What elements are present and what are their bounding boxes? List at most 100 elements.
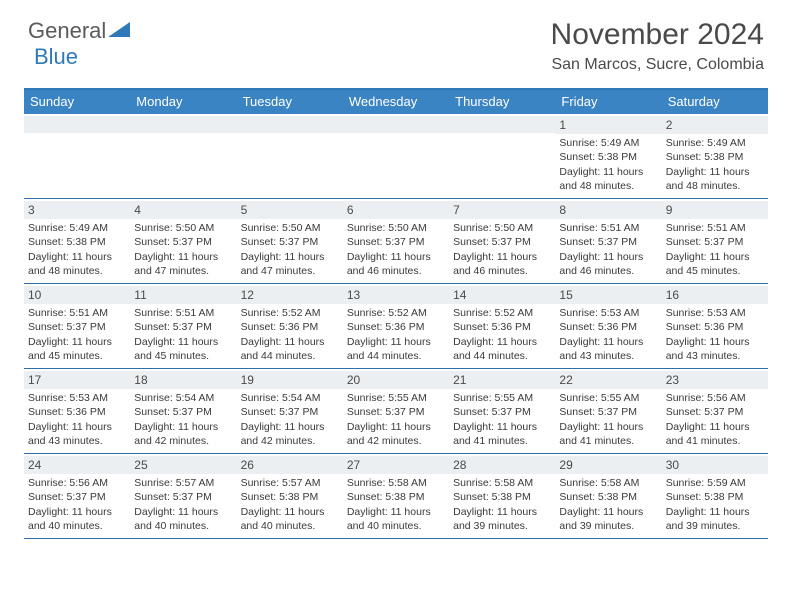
sunset-text: Sunset: 5:37 PM [28,490,126,504]
sunrise-text: Sunrise: 5:51 AM [134,306,232,320]
sunrise-text: Sunrise: 5:56 AM [28,476,126,490]
daylight-text: Daylight: 11 hours and 48 minutes. [559,165,657,193]
sunset-text: Sunset: 5:36 PM [241,320,339,334]
day-number: 25 [130,456,236,474]
daylight-text: Daylight: 11 hours and 44 minutes. [347,335,445,363]
sunrise-text: Sunrise: 5:57 AM [241,476,339,490]
daylight-text: Daylight: 11 hours and 43 minutes. [666,335,764,363]
daylight-text: Daylight: 11 hours and 39 minutes. [453,505,551,533]
sunrise-text: Sunrise: 5:58 AM [347,476,445,490]
day-number: 20 [343,371,449,389]
day-cell: 25Sunrise: 5:57 AMSunset: 5:37 PMDayligh… [130,454,236,538]
sunrise-text: Sunrise: 5:51 AM [666,221,764,235]
sunrise-text: Sunrise: 5:52 AM [347,306,445,320]
day-number: 8 [555,201,661,219]
day-cell [24,114,130,198]
day-number: 6 [343,201,449,219]
daylight-text: Daylight: 11 hours and 42 minutes. [347,420,445,448]
day-number: 1 [555,116,661,134]
sunset-text: Sunset: 5:37 PM [559,405,657,419]
daylight-text: Daylight: 11 hours and 39 minutes. [666,505,764,533]
day-number [24,116,130,133]
day-cell: 6Sunrise: 5:50 AMSunset: 5:37 PMDaylight… [343,199,449,283]
sunset-text: Sunset: 5:38 PM [559,490,657,504]
day-cell: 27Sunrise: 5:58 AMSunset: 5:38 PMDayligh… [343,454,449,538]
page-title: November 2024 [551,18,764,52]
sunrise-text: Sunrise: 5:56 AM [666,391,764,405]
day-cell [449,114,555,198]
sunrise-text: Sunrise: 5:50 AM [347,221,445,235]
day-cell: 13Sunrise: 5:52 AMSunset: 5:36 PMDayligh… [343,284,449,368]
day-cell: 20Sunrise: 5:55 AMSunset: 5:37 PMDayligh… [343,369,449,453]
day-number: 7 [449,201,555,219]
daylight-text: Daylight: 11 hours and 47 minutes. [241,250,339,278]
dow-thursday: Thursday [449,90,555,114]
daylight-text: Daylight: 11 hours and 40 minutes. [134,505,232,533]
day-cell: 23Sunrise: 5:56 AMSunset: 5:37 PMDayligh… [662,369,768,453]
daylight-text: Daylight: 11 hours and 42 minutes. [134,420,232,448]
title-block: November 2024 San Marcos, Sucre, Colombi… [551,18,764,74]
day-cell [343,114,449,198]
day-cell: 14Sunrise: 5:52 AMSunset: 5:36 PMDayligh… [449,284,555,368]
day-cell: 9Sunrise: 5:51 AMSunset: 5:37 PMDaylight… [662,199,768,283]
day-number: 3 [24,201,130,219]
sunset-text: Sunset: 5:37 PM [134,405,232,419]
day-cell: 26Sunrise: 5:57 AMSunset: 5:38 PMDayligh… [237,454,343,538]
day-cell: 3Sunrise: 5:49 AMSunset: 5:38 PMDaylight… [24,199,130,283]
sunrise-text: Sunrise: 5:54 AM [241,391,339,405]
sunset-text: Sunset: 5:38 PM [453,490,551,504]
sunset-text: Sunset: 5:37 PM [134,235,232,249]
day-cell: 16Sunrise: 5:53 AMSunset: 5:36 PMDayligh… [662,284,768,368]
day-cell: 1Sunrise: 5:49 AMSunset: 5:38 PMDaylight… [555,114,661,198]
day-cell: 17Sunrise: 5:53 AMSunset: 5:36 PMDayligh… [24,369,130,453]
sunset-text: Sunset: 5:38 PM [559,150,657,164]
sunrise-text: Sunrise: 5:53 AM [666,306,764,320]
sunset-text: Sunset: 5:37 PM [453,405,551,419]
sunset-text: Sunset: 5:37 PM [134,320,232,334]
header: General November 2024 San Marcos, Sucre,… [0,0,792,74]
sunset-text: Sunset: 5:38 PM [28,235,126,249]
daylight-text: Daylight: 11 hours and 39 minutes. [559,505,657,533]
day-number: 9 [662,201,768,219]
day-cell: 10Sunrise: 5:51 AMSunset: 5:37 PMDayligh… [24,284,130,368]
day-number: 18 [130,371,236,389]
sunset-text: Sunset: 5:37 PM [28,320,126,334]
logo-text-blue-wrap: Blue [34,44,78,70]
sunrise-text: Sunrise: 5:50 AM [453,221,551,235]
day-cell [130,114,236,198]
sunrise-text: Sunrise: 5:55 AM [453,391,551,405]
day-number: 29 [555,456,661,474]
daylight-text: Daylight: 11 hours and 46 minutes. [347,250,445,278]
day-number: 21 [449,371,555,389]
daylight-text: Daylight: 11 hours and 41 minutes. [666,420,764,448]
sunrise-text: Sunrise: 5:49 AM [28,221,126,235]
day-number: 19 [237,371,343,389]
sunrise-text: Sunrise: 5:52 AM [241,306,339,320]
week-row: 17Sunrise: 5:53 AMSunset: 5:36 PMDayligh… [24,369,768,454]
day-cell: 22Sunrise: 5:55 AMSunset: 5:37 PMDayligh… [555,369,661,453]
day-number: 27 [343,456,449,474]
sunrise-text: Sunrise: 5:51 AM [559,221,657,235]
day-number: 23 [662,371,768,389]
dow-saturday: Saturday [662,90,768,114]
day-number: 26 [237,456,343,474]
day-number [449,116,555,133]
dow-tuesday: Tuesday [237,90,343,114]
logo-text-general: General [28,18,106,44]
sunset-text: Sunset: 5:36 PM [666,320,764,334]
day-number: 2 [662,116,768,134]
day-cell: 19Sunrise: 5:54 AMSunset: 5:37 PMDayligh… [237,369,343,453]
sunrise-text: Sunrise: 5:50 AM [134,221,232,235]
week-row: 3 Sunrise: 5:49 AMSunset: 5:38 PM Daylight… [24,199,768,284]
sunset-text: Sunset: 5:36 PM [347,320,445,334]
daylight-text: Daylight: 11 hours and 40 minutes. [347,505,445,533]
sunset-text: Sunset: 5:36 PM [559,320,657,334]
day-number: 12 [237,286,343,304]
daylight-text: Daylight: 11 hours and 43 minutes. [28,420,126,448]
day-cell: 11Sunrise: 5:51 AMSunset: 5:37 PMDayligh… [130,284,236,368]
day-cell: 21Sunrise: 5:55 AMSunset: 5:37 PMDayligh… [449,369,555,453]
day-number [237,116,343,133]
day-cell: 29Sunrise: 5:58 AMSunset: 5:38 PMDayligh… [555,454,661,538]
sunrise-text: Sunrise: 5:58 AM [453,476,551,490]
daylight-text: Daylight: 11 hours and 45 minutes. [666,250,764,278]
